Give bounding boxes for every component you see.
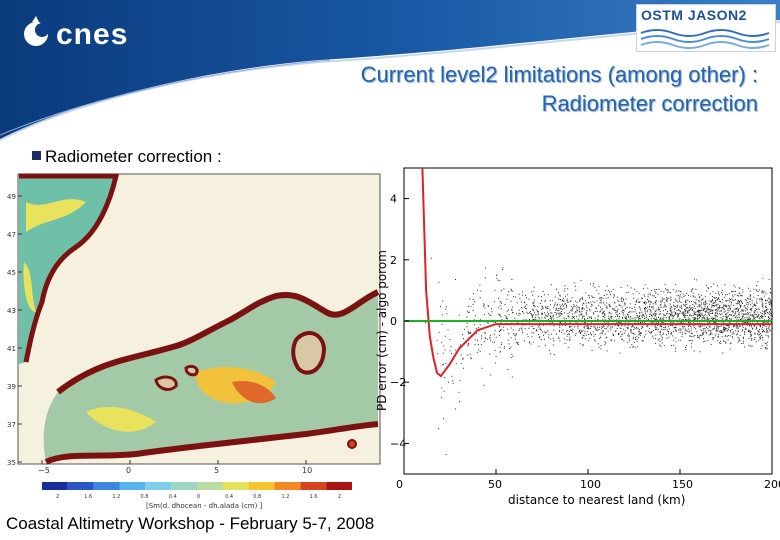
scatter-points bbox=[425, 257, 773, 456]
colorbar-ticks: 2 1.6 1.2 0.8 0.4 0 0.4 0.8 1.2 1.6 2 bbox=[56, 494, 341, 500]
lat-tick-label: 45 bbox=[7, 269, 16, 277]
colorbar-tick-label: 0 bbox=[197, 494, 200, 500]
lon-tick-label: 10 bbox=[302, 466, 312, 475]
colorbar-segment bbox=[274, 482, 301, 490]
x-tick-label: 100 bbox=[580, 478, 601, 491]
atlantic-anomaly-2 bbox=[23, 262, 36, 312]
colorbar-segment bbox=[145, 482, 172, 490]
sardinia-corsica bbox=[291, 331, 327, 375]
mean-curve bbox=[421, 167, 772, 378]
colorbar-segment bbox=[222, 482, 249, 490]
colorbar-segment bbox=[248, 482, 275, 490]
cnes-logo-text: cnes bbox=[56, 18, 129, 51]
colorbar-segment bbox=[326, 482, 352, 490]
north-coast bbox=[56, 289, 380, 395]
lon-tick-label: 5 bbox=[214, 466, 219, 475]
y-tick-label: 4 bbox=[390, 193, 397, 206]
header-banner: cnes OSTM JASON2 bbox=[0, 0, 780, 150]
colorbar-tick-label: 1.6 bbox=[84, 494, 92, 500]
colorbar bbox=[42, 482, 352, 490]
pd-error-chart: 4 2 0 −2 −4 0 50 100 150 200 distance to nearest… bbox=[375, 167, 780, 507]
y-tick-label: −4 bbox=[390, 437, 406, 450]
y-tick-label: −2 bbox=[390, 376, 406, 389]
footer-text: Coastal Altimetry Workshop - February 5-… bbox=[6, 514, 375, 533]
colorbar-tick-label: 0.8 bbox=[253, 494, 261, 500]
lat-tick-label: 39 bbox=[7, 383, 16, 391]
x-tick-label: 200 bbox=[764, 478, 780, 491]
colorbar-tick-label: 0.8 bbox=[141, 494, 149, 500]
x-axis-ticks: 0 50 100 150 200 bbox=[396, 469, 780, 491]
title-line-2: Radiometer correction bbox=[541, 91, 758, 116]
lat-tick-label: 41 bbox=[7, 345, 16, 353]
colorbar-segment bbox=[300, 482, 327, 490]
anomaly-warm-2 bbox=[86, 407, 156, 432]
x-tick-label: 50 bbox=[488, 478, 502, 491]
south-coast bbox=[44, 421, 379, 465]
cnes-logo: cnes bbox=[22, 14, 152, 54]
small-island bbox=[347, 439, 357, 449]
colorbar-tick-label: 1.6 bbox=[310, 494, 318, 500]
y-axis-label: PD error (cm) - algo porom bbox=[375, 250, 389, 411]
colorbar-tick-label: 2 bbox=[338, 494, 341, 500]
lat-tick-label: 47 bbox=[7, 231, 16, 239]
mediterranean-map-figure: 49 47 45 43 41 39 37 35 −5 0 5 10 2 1.6 1.2 0.8 0.4 0 0.… bbox=[6, 172, 384, 512]
bullet-item: Radiometer correction : bbox=[32, 147, 222, 167]
x-axis-label: distance to nearest land (km) bbox=[508, 493, 685, 507]
pd-error-plot: 4 2 0 −2 −4 0 50 100 150 200 distance to nearest… bbox=[372, 162, 780, 510]
lon-tick-label: 0 bbox=[126, 466, 131, 475]
colorbar-segment bbox=[119, 482, 146, 490]
lat-tick-label: 43 bbox=[7, 307, 16, 315]
colorbar-tick-label: 1.2 bbox=[112, 494, 120, 500]
balearic-island-2 bbox=[184, 364, 199, 377]
lon-tick-label: −5 bbox=[38, 466, 50, 475]
anomaly-hot bbox=[232, 380, 276, 404]
scatter-cloud bbox=[425, 257, 773, 456]
bullet-text: Radiometer correction : bbox=[45, 147, 222, 166]
colorbar-segment bbox=[42, 482, 68, 490]
longitude-ticks: −5 0 5 10 bbox=[38, 460, 312, 475]
colorbar-segment bbox=[67, 482, 94, 490]
cnes-glyph-icon bbox=[24, 16, 49, 46]
colorbar-tick-label: 1.2 bbox=[281, 494, 289, 500]
colorbar-segment bbox=[197, 482, 223, 490]
colorbar-tick-label: 0.4 bbox=[225, 494, 233, 500]
ostm-jason2-logo: OSTM JASON2 bbox=[636, 4, 776, 52]
atlantic-coast bbox=[19, 173, 120, 363]
y-tick-label: 0 bbox=[390, 315, 397, 328]
x-tick-label: 150 bbox=[672, 478, 693, 491]
slide-title: Current level2 limitations (among other)… bbox=[158, 60, 758, 118]
lat-tick-label: 49 bbox=[7, 193, 16, 201]
atlantic-anomaly-1 bbox=[26, 199, 86, 232]
lat-tick-label: 35 bbox=[7, 459, 16, 467]
y-tick-label: 2 bbox=[390, 254, 397, 267]
title-line-1: Current level2 limitations (among other)… bbox=[360, 62, 758, 87]
colorbar-tick-label: 2 bbox=[56, 494, 59, 500]
y-axis-ticks: 4 2 0 −2 −4 bbox=[390, 193, 409, 450]
latitude-ticks: 49 47 45 43 41 39 37 35 bbox=[7, 193, 22, 467]
series-lines bbox=[404, 167, 772, 378]
colorbar-segment bbox=[93, 482, 120, 490]
ostm-logo-text: OSTM JASON2 bbox=[641, 7, 747, 23]
map-svg: 49 47 45 43 41 39 37 35 −5 0 5 10 2 1.6 1.2 0.8 0.4 0 0.… bbox=[7, 173, 381, 510]
x-tick-label: 0 bbox=[396, 478, 403, 491]
colorbar-segment bbox=[171, 482, 197, 490]
colorbar-label: [Sm(d. dhocean - dh.alada (cm) ] bbox=[146, 502, 263, 510]
balearic-island bbox=[154, 375, 178, 391]
wave-icon bbox=[640, 29, 770, 49]
colorbar-tick-label: 0.4 bbox=[169, 494, 177, 500]
bullet-square-icon bbox=[32, 151, 41, 160]
lat-tick-label: 37 bbox=[7, 421, 16, 429]
